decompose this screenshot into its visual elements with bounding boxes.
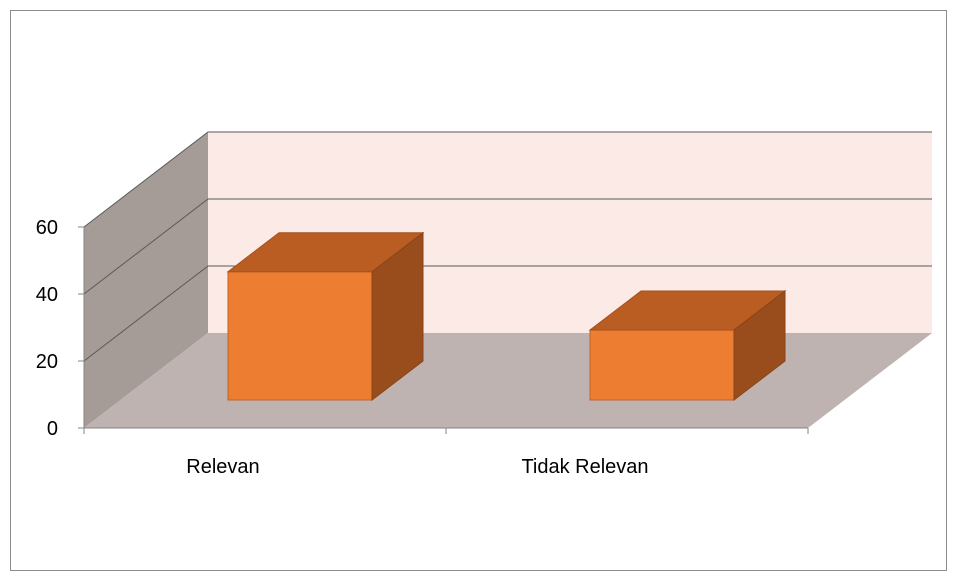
bar-front	[589, 329, 735, 401]
x-tick-label: Tidak Relevan	[521, 456, 648, 478]
axes	[78, 226, 809, 434]
side-wall	[84, 132, 208, 428]
floor	[84, 333, 932, 428]
y-tick-label: 40	[36, 284, 58, 306]
gridline	[83, 265, 932, 362]
x-tick-label: Relevan	[186, 456, 259, 478]
gridlines	[83, 131, 932, 362]
bars	[226, 231, 787, 402]
gridline	[83, 198, 932, 295]
chart-walls	[84, 132, 932, 428]
y-tick-label: 0	[47, 418, 58, 440]
bar	[226, 231, 425, 402]
x-axis-ticks: Relevan Tidak Relevan	[186, 456, 648, 478]
gridline	[83, 131, 932, 228]
bar-front	[227, 271, 373, 401]
bar-side	[371, 231, 424, 402]
bar-side	[733, 290, 786, 402]
y-axis-ticks: 0 20 40 60	[36, 217, 58, 440]
y-tick-label: 60	[36, 217, 58, 239]
y-tick-label: 20	[36, 351, 58, 373]
bar	[588, 290, 787, 402]
